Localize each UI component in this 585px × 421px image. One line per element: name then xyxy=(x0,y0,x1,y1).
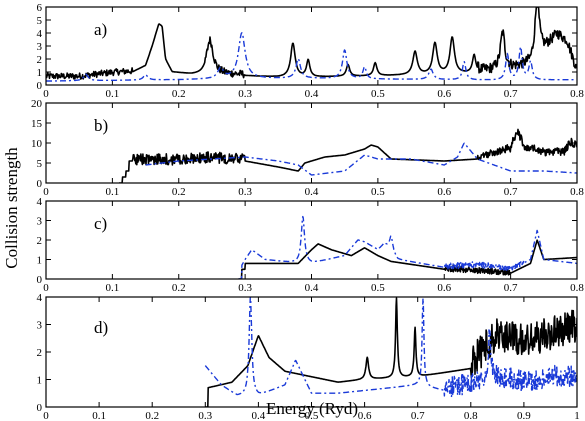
x-tick-label: 0.8 xyxy=(570,186,584,198)
x-axis-title: Energy (Ryd) xyxy=(266,399,358,418)
y-axis-title: Collision strength xyxy=(2,147,21,269)
x-tick-label: 0.5 xyxy=(305,410,319,421)
y-tick-label: 4 xyxy=(37,28,43,40)
x-tick-label: 0.3 xyxy=(198,410,212,421)
x-tick-label: 0.5 xyxy=(371,88,385,100)
x-tick-label: 0.2 xyxy=(172,282,186,294)
x-tick-label: 0.7 xyxy=(504,282,518,294)
x-tick-label: 0.7 xyxy=(504,88,518,100)
x-tick-label: 0.1 xyxy=(106,88,120,100)
solid-series-line xyxy=(204,297,577,407)
solid-series-line xyxy=(46,7,577,80)
dash-dot-series-line xyxy=(238,215,577,279)
x-tick-label: 0.7 xyxy=(504,186,518,198)
y-tick-label: 0 xyxy=(37,80,43,92)
x-tick-label: 0.3 xyxy=(238,282,252,294)
y-tick-label: 4 xyxy=(37,196,43,208)
x-tick-label: 0.5 xyxy=(371,282,385,294)
y-tick-label: 2 xyxy=(37,347,43,359)
panel-d: 0 0.1 0.2 0.3 0.4 0.5 0.6 0.7 0.8 0.9 1 0 1 2 3 4 d) xyxy=(37,292,580,421)
x-tick-label: 0.4 xyxy=(305,88,319,100)
x-tick-label: 0 xyxy=(43,186,49,198)
y-tick-label: 5 xyxy=(37,15,43,27)
y-tick-label: 0 xyxy=(37,178,43,190)
plot-frame xyxy=(45,200,578,280)
x-tick-label: 0.2 xyxy=(172,186,186,198)
panel-label: d) xyxy=(94,318,108,337)
x-tick-label: 0.1 xyxy=(92,410,106,421)
y-tick-label: 0 xyxy=(37,402,43,414)
x-tick-label: 1 xyxy=(574,410,580,421)
x-tick-label: 0.3 xyxy=(238,186,252,198)
y-tick-label: 3 xyxy=(37,216,43,228)
solid-series-line xyxy=(238,239,577,279)
dash-dot-series-line xyxy=(46,32,577,82)
x-tick-label: 0.8 xyxy=(464,410,478,421)
x-tick-label: 0.6 xyxy=(437,282,451,294)
y-tick-label: 1 xyxy=(37,255,43,267)
x-tick-label: 0.5 xyxy=(371,186,385,198)
x-tick-label: 0.4 xyxy=(252,410,266,421)
y-tick-label: 4 xyxy=(37,292,43,304)
y-tick-label: 6 xyxy=(37,2,43,14)
x-tick-label: 0.9 xyxy=(517,410,531,421)
y-tick-label: 2 xyxy=(37,235,43,247)
y-tick-label: 20 xyxy=(31,98,43,110)
x-tick-label: 0.2 xyxy=(172,88,186,100)
x-tick-label: 0.2 xyxy=(145,410,159,421)
x-tick-label: 0.1 xyxy=(106,282,120,294)
y-tick-label: 3 xyxy=(37,41,43,53)
x-tick-label: 0.8 xyxy=(570,88,584,100)
x-tick-label: 0.7 xyxy=(411,410,425,421)
x-tick-label: 0 xyxy=(43,88,49,100)
y-tick-label: 2 xyxy=(37,54,43,66)
x-tick-label: 0.4 xyxy=(305,186,319,198)
panel-label: a) xyxy=(94,20,107,39)
x-tick-label: 0 xyxy=(43,282,49,294)
panel-label: c) xyxy=(94,214,107,233)
x-tick-label: 0 xyxy=(43,410,49,421)
x-tick-label: 0.6 xyxy=(358,410,372,421)
panel-c: 0 0.1 0.2 0.3 0.4 0.5 0.6 0.7 0.8 0 1 2 3 4 c) xyxy=(37,196,585,294)
y-tick-label: 5 xyxy=(37,158,43,170)
panel-b: 0 0.1 0.2 0.3 0.4 0.5 0.6 0.7 0.8 0 5 10 15 20 b) xyxy=(31,98,584,198)
y-tick-label: 10 xyxy=(31,138,43,150)
y-tick-label: 1 xyxy=(37,375,43,387)
plot-frame xyxy=(45,296,578,408)
dash-dot-series-line xyxy=(204,297,577,398)
x-tick-label: 0.1 xyxy=(106,186,120,198)
y-tick-label: 3 xyxy=(37,320,43,332)
panel-label: b) xyxy=(94,116,108,135)
x-tick-label: 0.6 xyxy=(437,88,451,100)
x-tick-label: 0.4 xyxy=(305,282,319,294)
plot-frame xyxy=(45,6,578,86)
x-tick-label: 0.6 xyxy=(437,186,451,198)
dash-dot-series-line xyxy=(145,142,577,176)
x-tick-label: 0.8 xyxy=(570,282,584,294)
x-tick-label: 0.3 xyxy=(238,88,252,100)
solid-series-line xyxy=(118,128,577,183)
y-tick-label: 15 xyxy=(31,118,43,130)
plot-frame xyxy=(45,102,578,184)
y-tick-label: 0 xyxy=(37,274,43,286)
y-tick-label: 1 xyxy=(37,67,43,79)
